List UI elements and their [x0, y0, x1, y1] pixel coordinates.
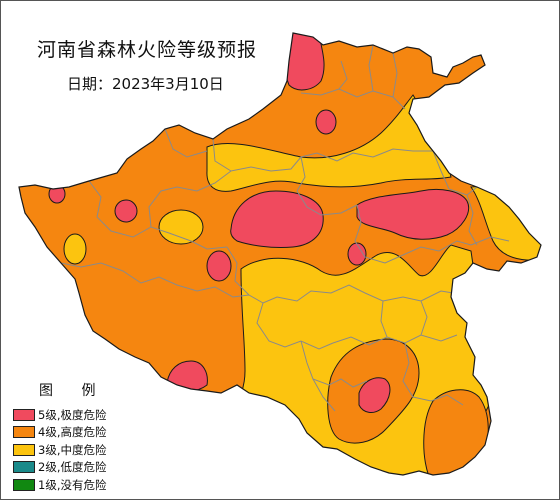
- level5-zone-east-central: [356, 188, 469, 240]
- forecast-date: 日期：2023年3月10日: [67, 75, 224, 93]
- level5-zone-southeast-core: [358, 377, 391, 413]
- map-legend: 图 例 5级,极度危险 4级,高度危险 3级,中度危险 2级,低度危险 1级,没…: [13, 380, 107, 494]
- level5-zone-small-center: [347, 242, 367, 266]
- legend-label-level2: 2级,低度危险: [38, 460, 107, 475]
- level5-zone-west-small: [114, 199, 138, 223]
- level5-zone-north-small: [315, 109, 337, 135]
- province-outline: [18, 32, 542, 476]
- legend-item-level1: 1级,没有危险: [13, 476, 107, 494]
- legend-item-level3: 3级,中度危险: [13, 441, 107, 459]
- map-title: 河南省森林火险等级预报: [37, 39, 258, 61]
- legend-swatch-level2: [13, 461, 35, 474]
- level4-zone-southeast-tip: [423, 389, 489, 475]
- legend-item-level4: 4级,高度危险: [13, 424, 107, 442]
- legend-item-level2: 2级,低度危险: [13, 459, 107, 477]
- level3-zone-west-blob: [158, 209, 204, 245]
- level3-zone-far-west-blob: [63, 233, 87, 265]
- legend-label-level4: 4级,高度危险: [38, 425, 107, 440]
- legend-title: 图 例: [39, 383, 108, 399]
- legend-swatch-level1: [13, 478, 35, 491]
- level5-zone-central: [230, 190, 324, 248]
- level5-zone-north-tip: [284, 33, 325, 91]
- legend-label-level5: 5级,极度危险: [38, 407, 107, 422]
- legend-item-level5: 5级,极度危险: [13, 406, 107, 424]
- level3-zone-north-band: [206, 94, 452, 192]
- legend-swatch-level4: [13, 426, 35, 439]
- legend-swatch-level3: [13, 443, 35, 456]
- legend-label-level1: 1级,没有危险: [38, 477, 107, 492]
- legend-label-level3: 3级,中度危险: [38, 442, 107, 457]
- legend-swatch-level5: [13, 408, 35, 421]
- level5-zone-southwest: [206, 250, 232, 282]
